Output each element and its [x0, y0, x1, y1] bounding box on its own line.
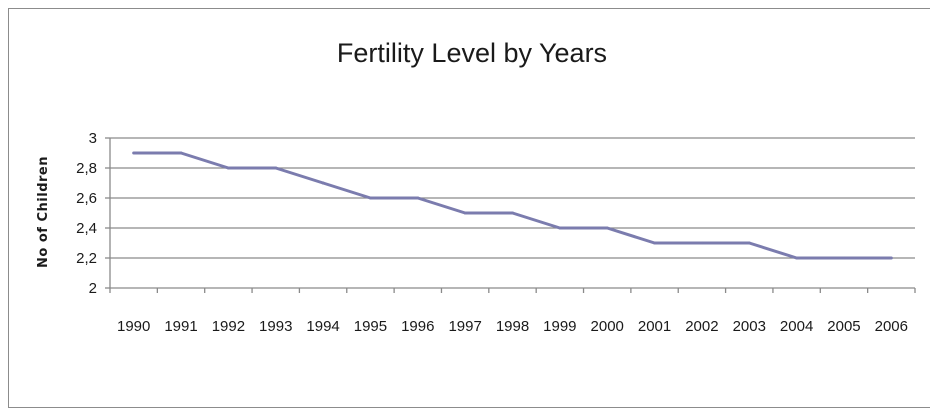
- data-point: [558, 226, 562, 230]
- y-tick-label: 2,8: [76, 160, 97, 177]
- chart-frame: [8, 8, 930, 408]
- x-tick-label: 1997: [448, 318, 481, 335]
- x-tick-label: 1990: [117, 318, 150, 335]
- x-tick-label: 1994: [306, 318, 339, 335]
- data-point: [463, 211, 467, 215]
- data-point: [747, 241, 751, 245]
- y-tick-label: 2,6: [76, 190, 97, 207]
- series-line: [133, 151, 892, 260]
- data-point: [889, 256, 893, 260]
- y-tick-label: 2,2: [76, 250, 97, 267]
- x-tick-label: 2005: [827, 318, 860, 335]
- x-tick-label: 1996: [401, 318, 434, 335]
- x-tick-label: 2000: [591, 318, 624, 335]
- x-tick-label: 2002: [685, 318, 718, 335]
- x-tick-label: 2006: [875, 318, 908, 335]
- data-point: [179, 151, 183, 155]
- y-tick-label: 2: [89, 280, 97, 297]
- line-chart: Fertility Level by Years No of Children …: [36, 38, 916, 335]
- x-tick-label: 1992: [212, 318, 245, 335]
- data-point: [368, 196, 372, 200]
- x-tick-label: 2003: [733, 318, 766, 335]
- series-group: [132, 151, 893, 260]
- data-point: [226, 166, 230, 170]
- data-point: [605, 226, 609, 230]
- data-point: [700, 241, 704, 245]
- x-axis: [109, 138, 916, 293]
- data-point: [653, 241, 657, 245]
- x-tick-label: 1995: [354, 318, 387, 335]
- data-point: [416, 196, 420, 200]
- y-axis-label: No of Children: [36, 156, 51, 268]
- gridlines: [105, 137, 915, 289]
- y-tick-label: 2,4: [76, 220, 97, 237]
- x-tick-label: 1993: [259, 318, 292, 335]
- x-tick-label: 1998: [496, 318, 529, 335]
- data-point: [274, 166, 278, 170]
- data-point: [795, 256, 799, 260]
- x-tick-label: 1991: [164, 318, 197, 335]
- y-tick-label: 3: [89, 130, 97, 147]
- data-point: [511, 211, 514, 215]
- data-point: [321, 181, 325, 185]
- chart-title: Fertility Level by Years: [337, 38, 607, 68]
- x-tick-label: 2001: [638, 318, 671, 335]
- x-tick-label: 1999: [543, 318, 576, 335]
- x-tick-label: 2004: [780, 318, 813, 335]
- data-point: [842, 256, 846, 260]
- x-tick-labels: 1990 1991 1992 1993 1994 1995 1996 1997 1998 1999…: [117, 318, 908, 335]
- data-point: [132, 151, 136, 155]
- y-tick-labels: 2 2,2 2,4 2,6 2,8 3: [76, 130, 97, 297]
